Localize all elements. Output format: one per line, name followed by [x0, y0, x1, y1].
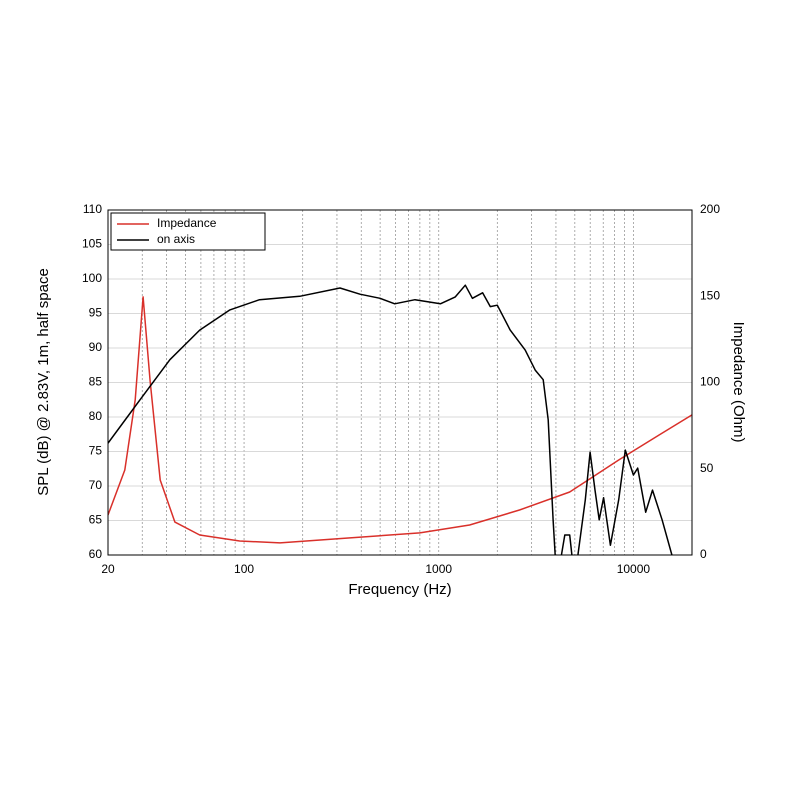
series-line: [108, 296, 692, 544]
y-tick-label: 95: [89, 306, 103, 320]
y-tick-label: 105: [82, 237, 102, 251]
y2-tick-label: 100: [700, 375, 720, 389]
y-tick-label: 85: [89, 375, 103, 389]
plot-frame: [107, 209, 693, 556]
series-line: [108, 284, 673, 555]
x-tick-label: 100: [234, 562, 254, 576]
x-tick-label: 10000: [617, 562, 651, 576]
y-tick-label: 100: [82, 271, 102, 285]
y-tick-label: 65: [89, 513, 103, 527]
legend-box: [110, 212, 266, 251]
legend-label: on axis: [157, 232, 195, 246]
y2-tick-label: 150: [700, 288, 720, 302]
legend-label: Impedance: [157, 216, 217, 230]
x-tick-label: 1000: [425, 562, 452, 576]
y-axis-label: SPL (dB) @ 2.83V, 1m, half space: [35, 268, 52, 496]
y-tick-label: 110: [83, 202, 102, 216]
y-tick-label: 80: [89, 409, 103, 423]
y-tick-label: 70: [89, 478, 103, 492]
y-tick-label: 75: [89, 444, 103, 458]
y2-tick-label: 50: [700, 461, 714, 475]
y2-tick-label: 200: [700, 202, 720, 216]
y2-tick-label: 0: [700, 547, 707, 561]
y-tick-label: 90: [89, 340, 103, 354]
y2-axis-label: Impedance (Ohm): [730, 322, 747, 443]
x-tick-label: 20: [101, 562, 115, 576]
y-tick-label: 60: [89, 547, 103, 561]
x-axis-label: Frequency (Hz): [348, 581, 451, 598]
